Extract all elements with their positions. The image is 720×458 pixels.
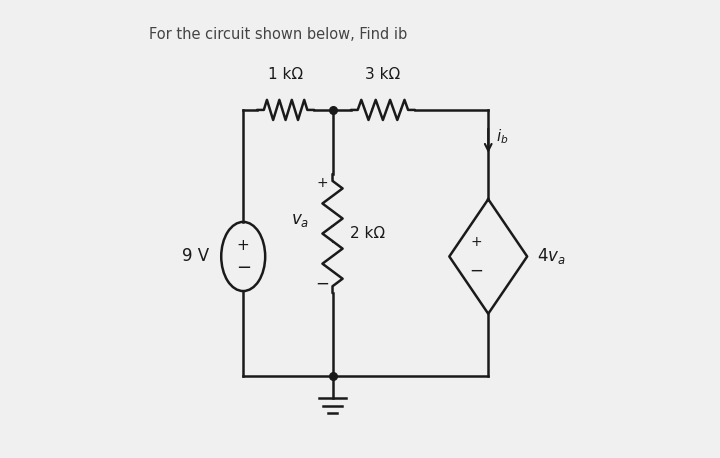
Text: 2 kΩ: 2 kΩ [350, 226, 385, 241]
Text: 3 kΩ: 3 kΩ [365, 67, 400, 82]
Text: For the circuit shown below, Find ib: For the circuit shown below, Find ib [149, 27, 408, 43]
Text: +: + [471, 235, 482, 249]
Text: +: + [317, 176, 328, 190]
Text: 1 kΩ: 1 kΩ [268, 67, 303, 82]
Text: −: − [235, 258, 251, 277]
Text: $4v_a$: $4v_a$ [537, 246, 566, 267]
Text: −: − [469, 262, 484, 280]
Text: $i_b$: $i_b$ [497, 127, 509, 146]
Text: +: + [237, 238, 250, 253]
Text: $v_a$: $v_a$ [290, 211, 309, 229]
Text: −: − [315, 275, 329, 293]
Text: 9 V: 9 V [182, 247, 210, 266]
